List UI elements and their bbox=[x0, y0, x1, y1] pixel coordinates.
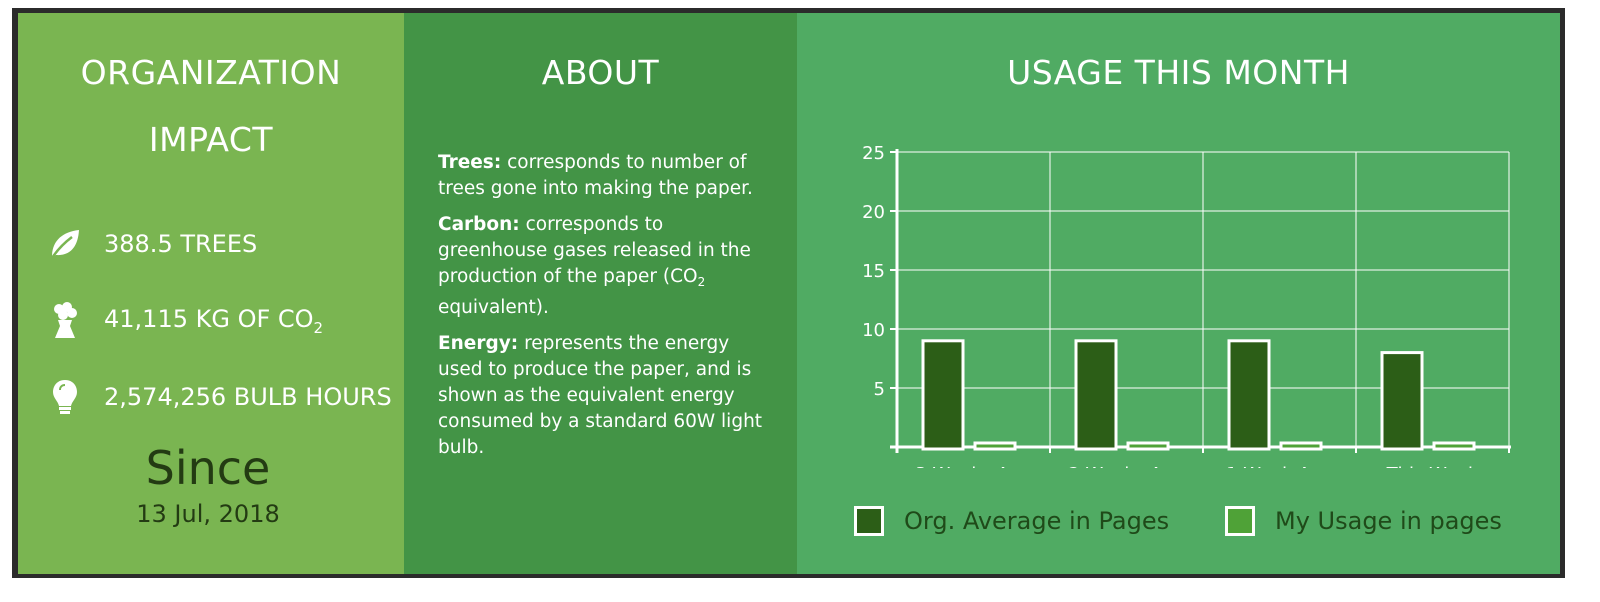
about-text: Trees: corresponds to number of trees go… bbox=[438, 150, 778, 471]
since-label: Since bbox=[145, 441, 271, 495]
y-tick-label: 20 bbox=[862, 202, 885, 223]
legend-my-usage-swatch bbox=[1225, 506, 1255, 536]
since-date: 13 Jul, 2018 bbox=[136, 500, 280, 528]
x-tick-label: 2 Weeks Ago bbox=[1068, 464, 1184, 468]
about-panel: ABOUT Trees: corresponds to number of tr… bbox=[404, 13, 797, 574]
widget-frame: ORGANIZATION IMPACT 388.5 TREES bbox=[12, 8, 1565, 578]
about-trees-term: Trees: bbox=[438, 152, 502, 173]
about-trees-desc: corresponds to number of trees gone into… bbox=[438, 152, 753, 199]
about-title: ABOUT bbox=[541, 53, 660, 92]
legend-org-average-swatch bbox=[854, 506, 884, 536]
co2-stat-text: 41,115 KG OF CO2 bbox=[104, 305, 324, 337]
bar-my-usage bbox=[1126, 441, 1170, 451]
organization-impact-panel: ORGANIZATION IMPACT 388.5 TREES bbox=[18, 13, 404, 574]
x-tick-label: 1 Week Ago bbox=[1226, 464, 1333, 468]
y-tick-label: 25 bbox=[862, 143, 885, 164]
impact-title-line1: ORGANIZATION bbox=[80, 53, 342, 92]
about-energy-desc: represents the energy used to produce th… bbox=[438, 333, 763, 458]
co2-stat: 41,115 KG OF CO2 bbox=[48, 302, 323, 340]
factory-icon bbox=[48, 302, 82, 340]
about-carbon-desc-end: equivalent). bbox=[438, 297, 549, 318]
legend-my-usage-label: My Usage in pages bbox=[1275, 507, 1502, 535]
trees-stat: 388.5 TREES bbox=[48, 225, 257, 263]
about-energy-paragraph: Energy: represents the energy used to pr… bbox=[438, 331, 778, 461]
lightbulb-icon bbox=[48, 378, 82, 416]
y-tick-label: 5 bbox=[874, 379, 885, 400]
about-carbon-term: Carbon: bbox=[438, 214, 520, 235]
legend-org-average[interactable]: Org. Average in Pages bbox=[854, 506, 1169, 536]
usage-panel: USAGE THIS MONTH 5 10 15 20 25 3 Weeks Ago 2 W… bbox=[797, 13, 1560, 574]
legend-org-average-label: Org. Average in Pages bbox=[904, 507, 1170, 535]
about-carbon-paragraph: Carbon: corresponds to greenhouse gases … bbox=[438, 212, 778, 321]
bulb-hours-stat-text: 2,574,256 BULB HOURS bbox=[104, 383, 392, 411]
x-tick-label: This Week bbox=[1386, 464, 1479, 468]
y-tick-label: 15 bbox=[862, 261, 885, 282]
usage-chart: 5 10 15 20 25 3 Weeks Ago 2 Weeks Ago 1 Week Ag… bbox=[862, 143, 1511, 468]
co2-subscript: 2 bbox=[313, 319, 324, 337]
bulb-hours-stat: 2,574,256 BULB HOURS bbox=[48, 378, 392, 416]
x-tick-label: 3 Weeks Ago bbox=[915, 464, 1031, 468]
bar-my-usage bbox=[1279, 441, 1323, 451]
about-carbon-subscript: 2 bbox=[697, 275, 706, 289]
trees-stat-text: 388.5 TREES bbox=[104, 230, 258, 258]
bar-my-usage bbox=[973, 441, 1017, 451]
about-trees-paragraph: Trees: corresponds to number of trees go… bbox=[438, 150, 778, 202]
y-tick-label: 10 bbox=[862, 320, 885, 341]
legend-my-usage[interactable]: My Usage in pages bbox=[1225, 506, 1502, 536]
impact-title-line2: IMPACT bbox=[148, 120, 274, 159]
bar-my-usage bbox=[1432, 441, 1476, 451]
bar-org-average bbox=[1074, 339, 1118, 451]
bar-org-average bbox=[1227, 339, 1271, 451]
bar-org-average bbox=[921, 339, 965, 451]
about-carbon-desc: corresponds to greenhouse gases released… bbox=[438, 214, 751, 287]
bar-org-average bbox=[1380, 351, 1424, 451]
leaf-icon bbox=[48, 225, 82, 263]
usage-title: USAGE THIS MONTH bbox=[1007, 53, 1350, 92]
about-energy-term: Energy: bbox=[438, 333, 519, 354]
